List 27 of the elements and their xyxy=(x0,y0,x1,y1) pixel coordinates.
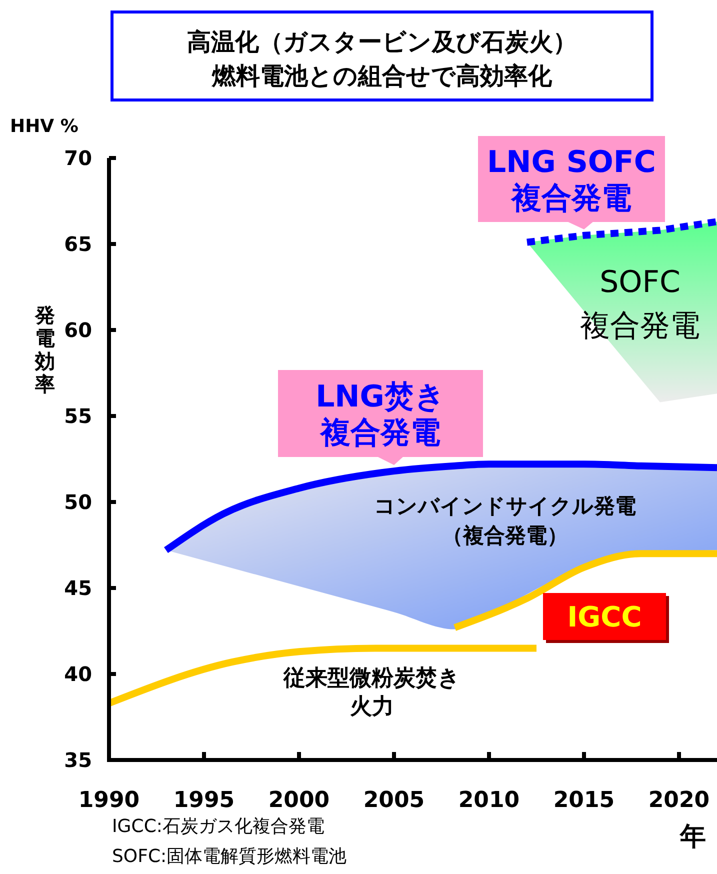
series-label: 従来型微粉炭焚き火力 xyxy=(282,666,460,720)
y-tick-label: 50 xyxy=(64,490,92,514)
y-tick-label: 45 xyxy=(64,576,92,600)
x-tick-label: 2020 xyxy=(648,788,710,813)
y-tick-label: 65 xyxy=(64,232,92,256)
series-label: IGCC xyxy=(567,600,642,634)
y-tick-label: 40 xyxy=(64,662,92,686)
y-tick-label: 55 xyxy=(64,404,92,428)
chart-title: 高温化（ガスタービン及び石炭火）燃料電池との組合せで高効率化 xyxy=(187,28,577,90)
x-tick-label: 2005 xyxy=(363,788,425,813)
annotation: SOFC複合発電 xyxy=(580,265,700,344)
x-tick-label: 2010 xyxy=(458,788,520,813)
series-label: LNG焚き複合発電 xyxy=(316,380,446,450)
series-label: LNG SOFC複合発電 xyxy=(487,145,656,216)
text: HHV % xyxy=(10,116,78,137)
annotation: コンバインドサイクル発電（複合発電） xyxy=(374,494,636,548)
x-tick-label: 1990 xyxy=(78,788,140,813)
x-tick-label: 2015 xyxy=(553,788,615,813)
y-tick-label: 70 xyxy=(64,146,92,170)
x-axis-title: 年 xyxy=(679,822,706,852)
text: IGCC:石炭ガス化複合発電 xyxy=(112,816,324,837)
x-tick-label: 2000 xyxy=(268,788,330,813)
text: SOFC:固体電解質形燃料電池 xyxy=(112,846,347,867)
x-tick-label: 1995 xyxy=(173,788,235,813)
y-tick-label: 60 xyxy=(64,318,92,342)
y-tick-label: 35 xyxy=(64,748,92,772)
y-axis-title: 発電効率 xyxy=(34,303,55,396)
